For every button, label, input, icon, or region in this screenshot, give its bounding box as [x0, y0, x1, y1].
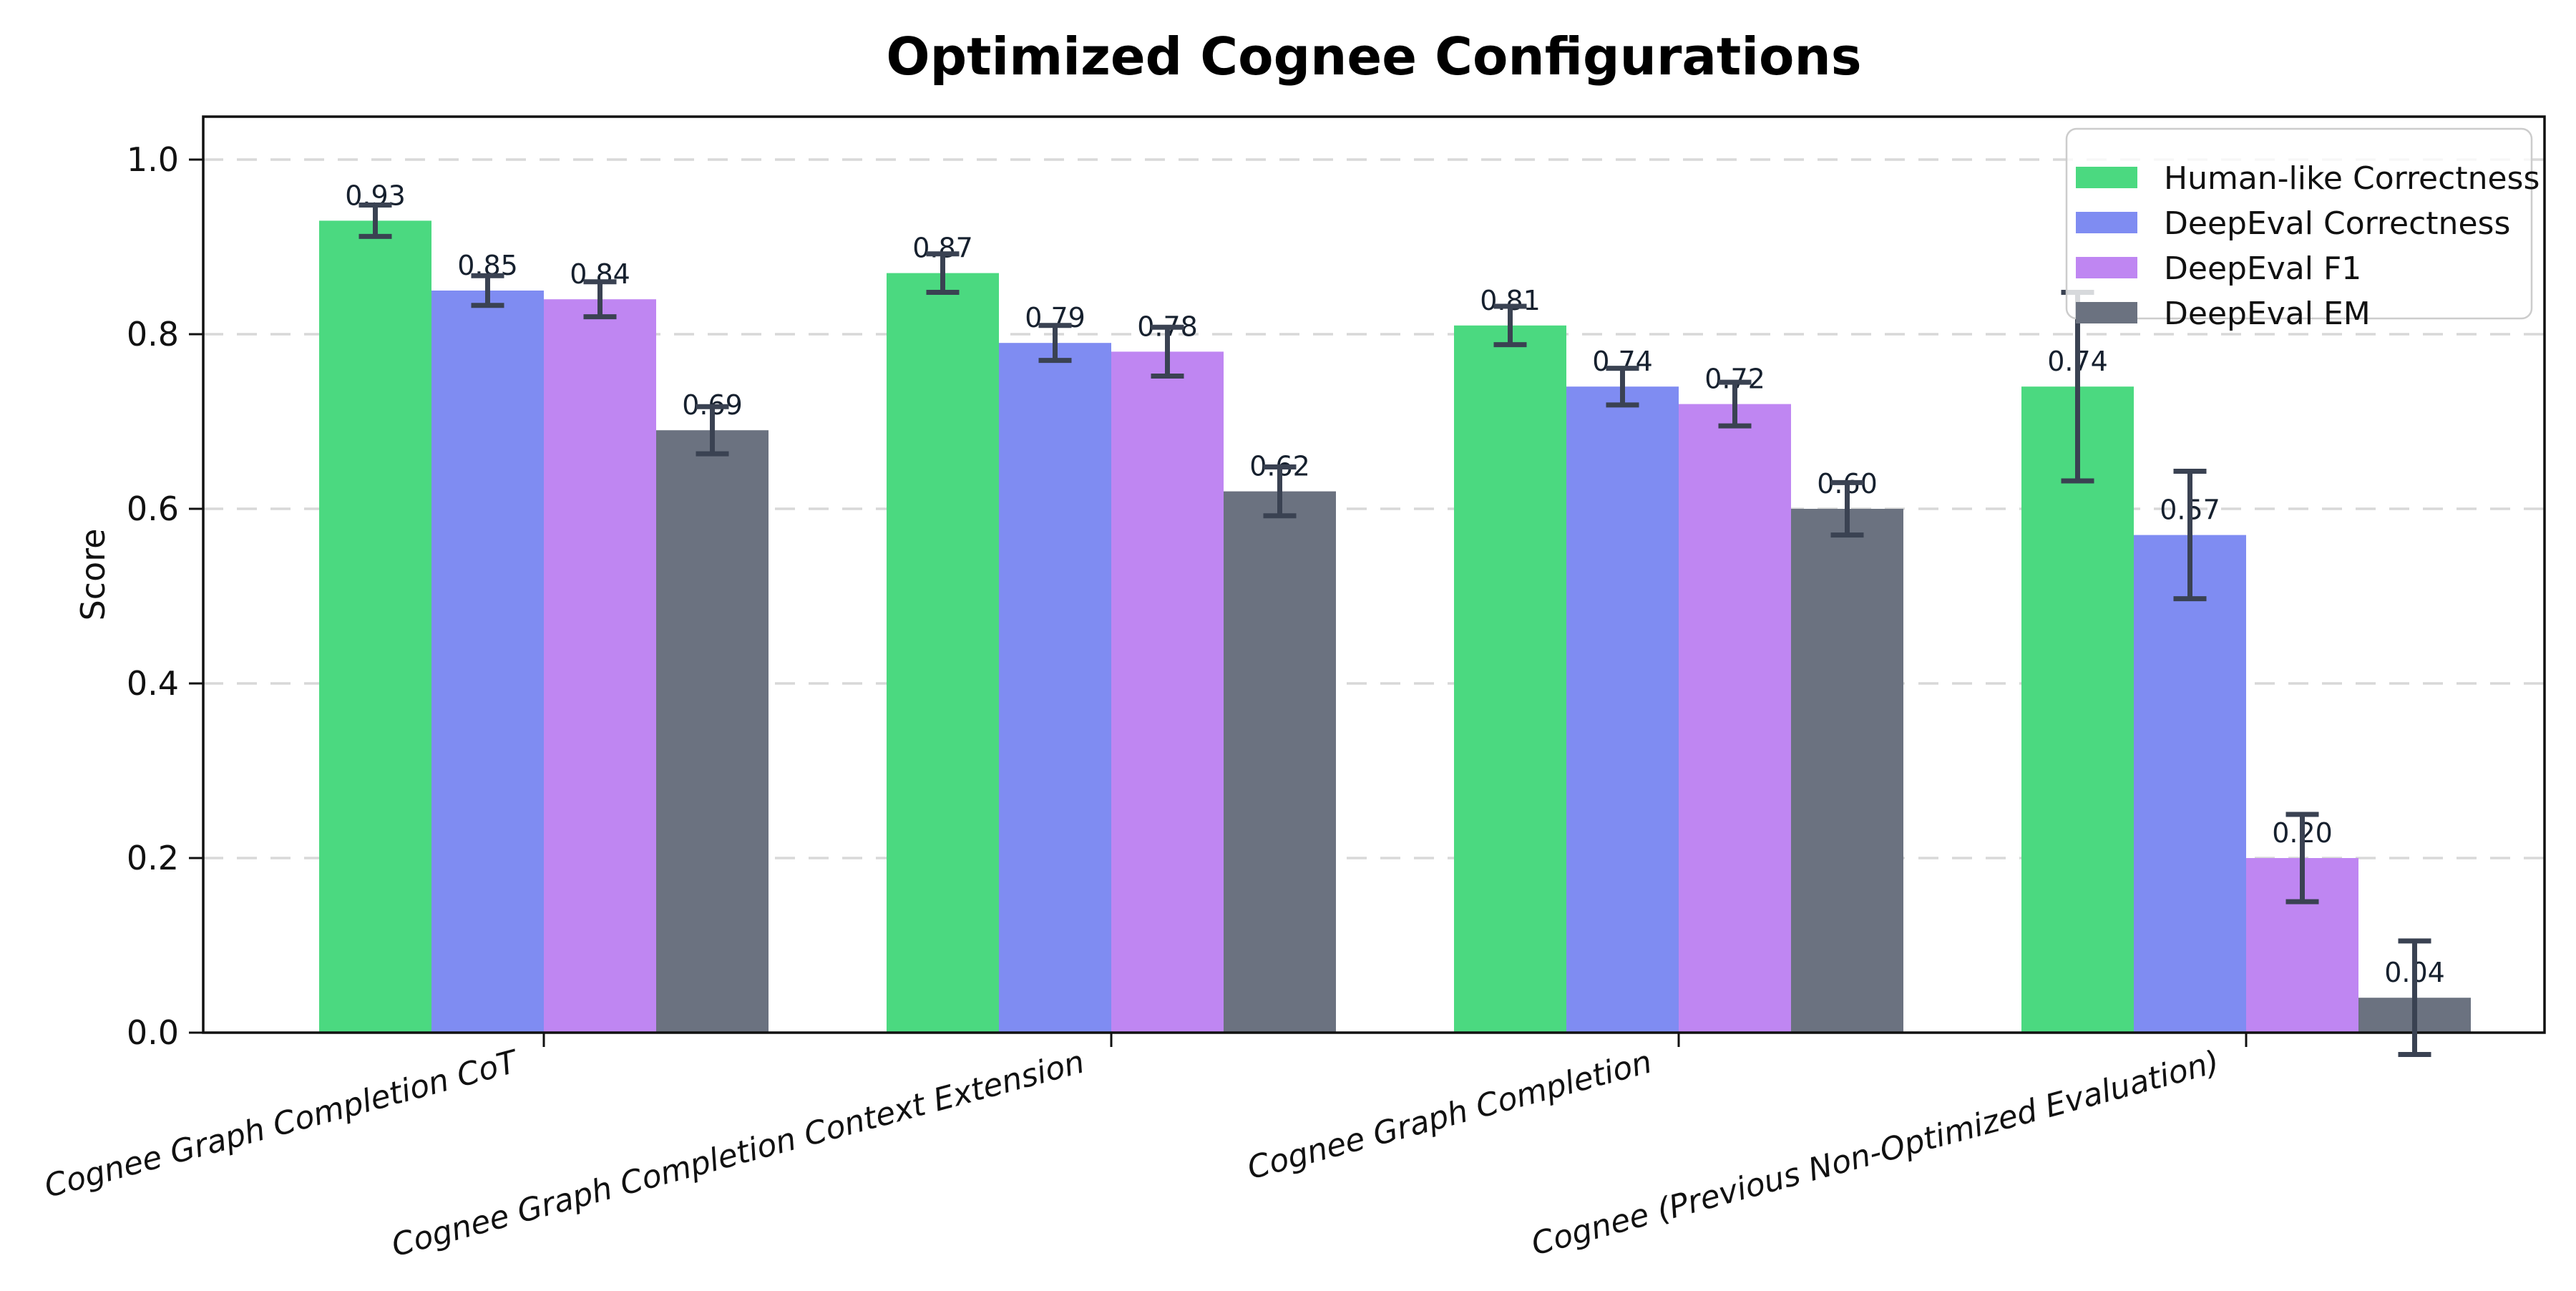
bar — [2134, 535, 2246, 1033]
error-bar — [1606, 366, 1639, 408]
error-bar — [2398, 938, 2431, 1057]
y-tick-label: 0.8 — [127, 315, 179, 354]
error-bar — [1493, 303, 1527, 348]
bar — [431, 291, 544, 1033]
legend-swatch — [2076, 212, 2137, 233]
error-bars-layer — [358, 202, 2431, 1057]
legend-label: DeepEval Correctness — [2164, 205, 2510, 242]
bar — [1566, 386, 1679, 1033]
error-bar — [1830, 479, 1864, 538]
error-bar — [2285, 812, 2319, 905]
error-bar — [1718, 379, 1752, 429]
bar — [1679, 404, 1791, 1033]
error-bar — [1263, 464, 1297, 519]
error-bar — [696, 404, 729, 457]
chart-title: Optimized Cognee Configurations — [886, 26, 1861, 87]
error-bar — [471, 273, 504, 308]
bar — [1791, 509, 1903, 1033]
bar — [544, 299, 656, 1033]
error-bar — [926, 251, 960, 295]
error-bar — [583, 279, 617, 320]
y-tick-label: 0.4 — [127, 664, 179, 703]
y-tick-label: 0.0 — [127, 1013, 179, 1052]
y-tick-label: 1.0 — [127, 140, 179, 179]
y-axis-label: Score — [74, 529, 112, 621]
bar — [1224, 491, 1336, 1033]
legend-swatch — [2076, 257, 2137, 278]
legend-label: DeepEval EM — [2164, 296, 2371, 332]
error-bar — [1151, 324, 1184, 379]
legend-label: Human-like Correctness — [2164, 160, 2540, 197]
error-bar — [358, 202, 392, 239]
legend-box — [2065, 127, 2533, 320]
error-bar — [2173, 469, 2207, 602]
legend-item: DeepEval F1 — [2076, 250, 2361, 287]
legend-item: DeepEval Correctness — [2076, 205, 2510, 242]
bars-layer — [319, 220, 2471, 1033]
bar — [999, 343, 1111, 1033]
error-bar — [1038, 323, 1072, 364]
bar — [1454, 325, 1566, 1033]
bar — [656, 430, 769, 1033]
legend-swatch — [2076, 167, 2137, 188]
bar — [887, 273, 999, 1033]
legend-swatch — [2076, 302, 2137, 323]
bar — [2021, 386, 2134, 1033]
legend-item: Human-like Correctness — [2076, 160, 2540, 197]
legend-label: DeepEval F1 — [2164, 250, 2361, 287]
y-tick-label: 0.2 — [127, 839, 179, 877]
x-tick-label: Cognee Graph Completion CoT — [41, 1043, 523, 1205]
x-tick-label: Cognee Graph Completion — [1244, 1043, 1656, 1187]
bar — [319, 220, 431, 1033]
y-tick-label: 0.6 — [127, 489, 179, 528]
bar — [1111, 351, 1224, 1033]
plot-border — [202, 115, 2546, 1034]
legend-item: DeepEval EM — [2076, 296, 2371, 332]
legend: Human-like Correctness DeepEval Correctne… — [2065, 127, 2540, 332]
